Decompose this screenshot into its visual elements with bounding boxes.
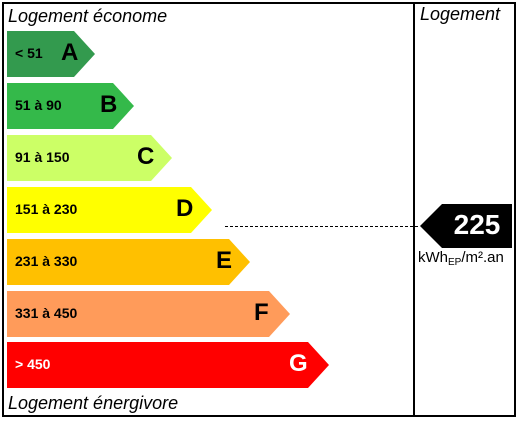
column-divider — [413, 2, 415, 417]
band-g-arrow — [7, 342, 329, 388]
band-d-arrow — [7, 187, 212, 233]
band-f-letter: F — [254, 299, 269, 326]
band-b-range: 51 à 90 — [15, 97, 62, 113]
indicator-value: 225 — [453, 209, 501, 240]
consumption-indicator: 225 — [420, 204, 512, 248]
band-a-range: < 51 — [15, 45, 43, 61]
band-e-arrow — [7, 239, 250, 285]
band-c-range: 91 à 150 — [15, 149, 70, 165]
band-e: 231 à 330 E — [7, 239, 253, 285]
consumption-unit: kWhEP/m².an — [418, 249, 504, 268]
band-b-letter: B — [100, 91, 118, 118]
band-d-letter: D — [176, 195, 194, 222]
band-b-arrow — [7, 83, 134, 129]
label-frame — [2, 2, 516, 417]
unit-subscript: EP — [448, 257, 462, 268]
band-a-letter: A — [61, 39, 79, 66]
band-d-range: 151 à 230 — [15, 201, 78, 217]
band-f-arrow — [7, 291, 290, 337]
band-e-range: 231 à 330 — [15, 253, 78, 269]
unit-main: kWh — [418, 249, 448, 266]
band-g: > 450 G — [7, 342, 333, 388]
band-e-letter: E — [216, 247, 233, 274]
band-c-arrow — [7, 135, 172, 181]
column-header: Logement — [420, 4, 501, 24]
band-d: 151 à 230 D — [7, 187, 215, 233]
unit-tail: /m².an — [461, 249, 504, 266]
band-b: 51 à 90 B — [7, 83, 137, 129]
band-c: 91 à 150 C — [7, 135, 175, 181]
indicator-arrow — [420, 204, 512, 248]
bottom-caption: Logement énergivore — [8, 393, 179, 413]
top-caption: Logement économe — [8, 6, 168, 26]
band-c-letter: C — [137, 143, 155, 170]
band-g-range: > 450 — [15, 356, 51, 372]
band-f-range: 331 à 450 — [15, 305, 78, 321]
band-f: 331 à 450 F — [7, 291, 293, 337]
band-g-letter: G — [289, 350, 308, 377]
indicator-leader-line — [225, 226, 418, 227]
band-a-arrow — [7, 31, 95, 77]
band-a: < 51 A — [7, 31, 97, 77]
